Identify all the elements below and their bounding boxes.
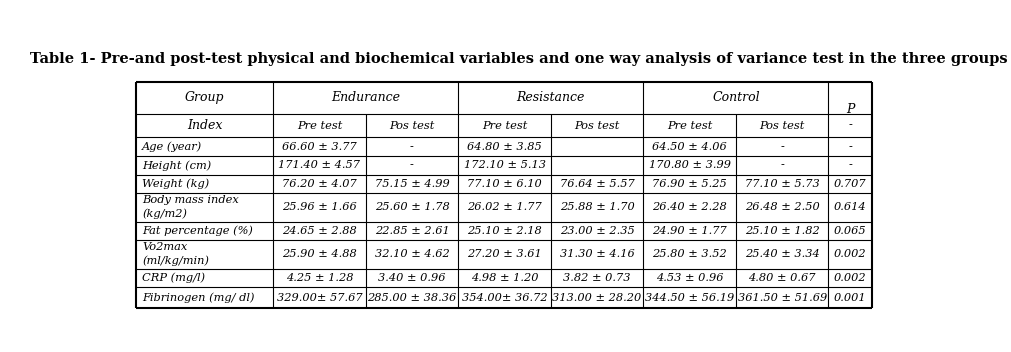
Text: 64.80 ± 3.85: 64.80 ± 3.85 xyxy=(467,142,541,152)
Text: 0.614: 0.614 xyxy=(833,202,865,212)
Text: Pos test: Pos test xyxy=(389,120,435,131)
Text: 26.48 ± 2.50: 26.48 ± 2.50 xyxy=(744,202,819,212)
Text: 171.40 ± 4.57: 171.40 ± 4.57 xyxy=(278,160,360,170)
Text: Pre test: Pre test xyxy=(666,120,712,131)
Text: Resistance: Resistance xyxy=(516,91,584,104)
Text: -: - xyxy=(779,142,784,152)
Text: 0.707: 0.707 xyxy=(833,179,865,189)
Text: P: P xyxy=(845,103,853,116)
Text: -: - xyxy=(409,160,413,170)
Text: 329.00± 57.67: 329.00± 57.67 xyxy=(276,293,362,303)
Text: 76.20 ± 4.07: 76.20 ± 4.07 xyxy=(282,179,357,189)
Text: 64.50 ± 4.06: 64.50 ± 4.06 xyxy=(652,142,726,152)
Text: 23.00 ± 2.35: 23.00 ± 2.35 xyxy=(559,226,634,236)
Text: Pos test: Pos test xyxy=(574,120,619,131)
Text: -: - xyxy=(779,160,784,170)
Text: 32.10 ± 4.62: 32.10 ± 4.62 xyxy=(374,250,449,259)
Text: 344.50 ± 56.19: 344.50 ± 56.19 xyxy=(644,293,734,303)
Text: -: - xyxy=(409,142,413,152)
Text: 77.10 ± 6.10: 77.10 ± 6.10 xyxy=(467,179,541,189)
Text: 25.80 ± 3.52: 25.80 ± 3.52 xyxy=(652,250,726,259)
Text: Fat percentage (%): Fat percentage (%) xyxy=(142,226,253,236)
Text: Pos test: Pos test xyxy=(758,120,804,131)
Text: 76.90 ± 5.25: 76.90 ± 5.25 xyxy=(652,179,726,189)
Text: 25.96 ± 1.66: 25.96 ± 1.66 xyxy=(282,202,357,212)
Text: 172.10 ± 5.13: 172.10 ± 5.13 xyxy=(463,160,545,170)
Text: CRP (mg/l): CRP (mg/l) xyxy=(142,273,205,283)
Text: Height (cm): Height (cm) xyxy=(142,160,211,170)
Text: -: - xyxy=(847,120,851,131)
Text: 75.15 ± 4.99: 75.15 ± 4.99 xyxy=(374,179,449,189)
Text: Age (year): Age (year) xyxy=(142,142,202,152)
Text: 31.30 ± 4.16: 31.30 ± 4.16 xyxy=(559,250,634,259)
Text: Endurance: Endurance xyxy=(331,91,399,104)
Text: 25.10 ± 2.18: 25.10 ± 2.18 xyxy=(467,226,541,236)
Text: 0.001: 0.001 xyxy=(833,293,865,303)
Text: -: - xyxy=(847,142,851,152)
Text: 26.40 ± 2.28: 26.40 ± 2.28 xyxy=(652,202,726,212)
Text: Pre test: Pre test xyxy=(481,120,527,131)
Text: 22.85 ± 2.61: 22.85 ± 2.61 xyxy=(374,226,449,236)
Text: 24.90 ± 1.77: 24.90 ± 1.77 xyxy=(652,226,726,236)
Text: 25.88 ± 1.70: 25.88 ± 1.70 xyxy=(559,202,634,212)
Text: 0.002: 0.002 xyxy=(833,250,865,259)
Text: 313.00 ± 28.20: 313.00 ± 28.20 xyxy=(552,293,641,303)
Text: Group: Group xyxy=(185,91,224,103)
Text: 0.002: 0.002 xyxy=(833,273,865,283)
Text: 170.80 ± 3.99: 170.80 ± 3.99 xyxy=(648,160,730,170)
Text: Index: Index xyxy=(187,119,222,132)
Text: 4.53 ± 0.96: 4.53 ± 0.96 xyxy=(655,273,723,283)
Text: 0.065: 0.065 xyxy=(833,226,865,236)
Text: 26.02 ± 1.77: 26.02 ± 1.77 xyxy=(467,202,541,212)
Text: 76.64 ± 5.57: 76.64 ± 5.57 xyxy=(559,179,634,189)
Text: 4.80 ± 0.67: 4.80 ± 0.67 xyxy=(748,273,815,283)
Text: 4.98 ± 1.20: 4.98 ± 1.20 xyxy=(470,273,538,283)
Text: Pre test: Pre test xyxy=(296,120,342,131)
Text: Table 1- Pre-and post-test physical and biochemical variables and one way analys: Table 1- Pre-and post-test physical and … xyxy=(29,52,1007,66)
Text: 25.90 ± 4.88: 25.90 ± 4.88 xyxy=(282,250,357,259)
Text: Body mass index
(kg/m2): Body mass index (kg/m2) xyxy=(142,195,239,219)
Text: Vo2max
(ml/kg/min): Vo2max (ml/kg/min) xyxy=(142,243,209,266)
Text: -: - xyxy=(847,160,851,170)
Text: 25.10 ± 1.82: 25.10 ± 1.82 xyxy=(744,226,819,236)
Text: 27.20 ± 3.61: 27.20 ± 3.61 xyxy=(467,250,541,259)
Text: 25.40 ± 3.34: 25.40 ± 3.34 xyxy=(744,250,819,259)
Text: 285.00 ± 38.36: 285.00 ± 38.36 xyxy=(367,293,456,303)
Text: Weight (kg): Weight (kg) xyxy=(142,178,209,189)
Text: 66.60 ± 3.77: 66.60 ± 3.77 xyxy=(282,142,357,152)
Text: 361.50 ± 51.69: 361.50 ± 51.69 xyxy=(737,293,826,303)
Text: 24.65 ± 2.88: 24.65 ± 2.88 xyxy=(282,226,357,236)
Text: 354.00± 36.72: 354.00± 36.72 xyxy=(461,293,547,303)
Text: 77.10 ± 5.73: 77.10 ± 5.73 xyxy=(744,179,819,189)
Text: 4.25 ± 1.28: 4.25 ± 1.28 xyxy=(285,273,353,283)
Text: 25.60 ± 1.78: 25.60 ± 1.78 xyxy=(374,202,449,212)
Text: Control: Control xyxy=(712,91,759,104)
Text: 3.82 ± 0.73: 3.82 ± 0.73 xyxy=(563,273,630,283)
Text: 3.40 ± 0.96: 3.40 ± 0.96 xyxy=(378,273,445,283)
Text: Fibrinogen (mg/ dl): Fibrinogen (mg/ dl) xyxy=(142,293,255,303)
